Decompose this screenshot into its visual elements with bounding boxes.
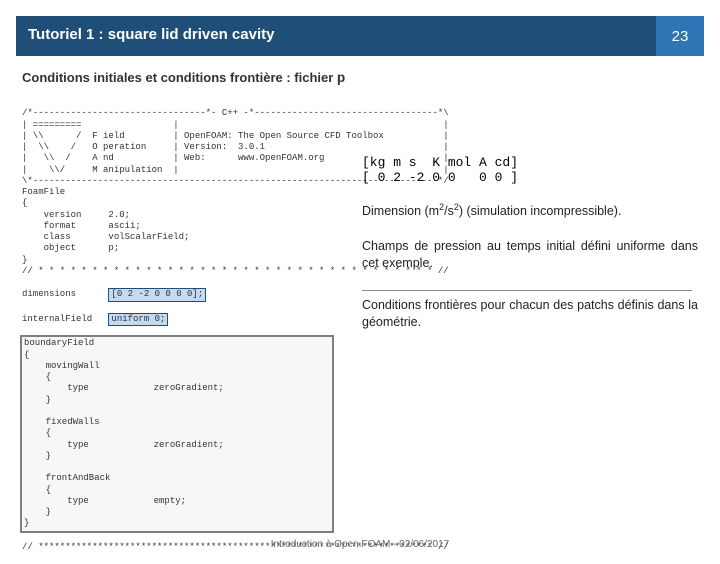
p1a: Dimension (m bbox=[362, 204, 439, 218]
code-line: type zeroGradient; bbox=[24, 383, 224, 393]
slide-header: Tutoriel 1 : square lid driven cavity 23 bbox=[16, 16, 704, 56]
content-area: /*--------------------------------*- C++… bbox=[22, 97, 698, 564]
subtitle: Conditions initiales et conditions front… bbox=[22, 70, 698, 87]
paragraph-3: Conditions frontières pour chacun des pa… bbox=[362, 297, 698, 331]
code-line: version 2.0; bbox=[22, 210, 130, 220]
code-line: } bbox=[22, 255, 27, 265]
highlight-boundaryfield: boundaryField { movingWall { type zeroGr… bbox=[22, 337, 332, 530]
code-block: /*--------------------------------*- C++… bbox=[22, 97, 342, 564]
code-line: } bbox=[24, 507, 51, 517]
highlight-dimensions: [0 2 -2 0 0 0 0]; bbox=[108, 288, 206, 301]
right-column: [kg m s K mol A cd] [ 0 2 -2 0 0 0 0 ] D… bbox=[362, 97, 698, 564]
code-dim-pre: dimensions bbox=[22, 289, 108, 299]
code-line: } bbox=[24, 451, 51, 461]
code-line: } bbox=[24, 518, 29, 528]
code-if-pre: internalField bbox=[22, 314, 108, 324]
divider-line bbox=[362, 290, 692, 291]
paragraph-2: Champs de pression au temps initial défi… bbox=[362, 238, 698, 272]
p1c: ) (simulation incompressible). bbox=[459, 204, 622, 218]
slide-title: Tutoriel 1 : square lid driven cavity bbox=[16, 16, 656, 56]
code-line: { bbox=[24, 485, 51, 495]
code-line: object p; bbox=[22, 243, 119, 253]
code-line: type empty; bbox=[24, 496, 186, 506]
code-line: { bbox=[24, 372, 51, 382]
code-line: type zeroGradient; bbox=[24, 440, 224, 450]
code-line: { bbox=[22, 198, 27, 208]
highlight-internalfield: uniform 0; bbox=[108, 313, 168, 326]
code-line: FoamFile bbox=[22, 187, 65, 197]
p1b: /s bbox=[444, 204, 454, 218]
footer-text: Introduction à Open.FOAM - 02/06/2017 bbox=[0, 539, 720, 550]
page-number: 23 bbox=[656, 16, 704, 56]
code-line: frontAndBack bbox=[24, 473, 110, 483]
subtitle-file: p bbox=[337, 71, 345, 87]
code-line: movingWall bbox=[24, 361, 100, 371]
code-line: { bbox=[24, 428, 51, 438]
code-line: fixedWalls bbox=[24, 417, 100, 427]
dimension-legend: [kg m s K mol A cd] [ 0 2 -2 0 0 0 0 ] bbox=[362, 155, 698, 185]
dim-line2: [ 0 2 -2 0 0 0 0 ] bbox=[362, 170, 518, 185]
subtitle-text: Conditions initiales et conditions front… bbox=[22, 70, 337, 85]
code-line: format ascii; bbox=[22, 221, 141, 231]
code-line: { bbox=[24, 350, 29, 360]
dim-line1: [kg m s K mol A cd] bbox=[362, 155, 518, 170]
paragraph-1: Dimension (m2/s2) (simulation incompress… bbox=[362, 201, 698, 220]
code-line: class volScalarField; bbox=[22, 232, 189, 242]
code-line: } bbox=[24, 395, 51, 405]
code-line: boundaryField bbox=[24, 338, 94, 348]
